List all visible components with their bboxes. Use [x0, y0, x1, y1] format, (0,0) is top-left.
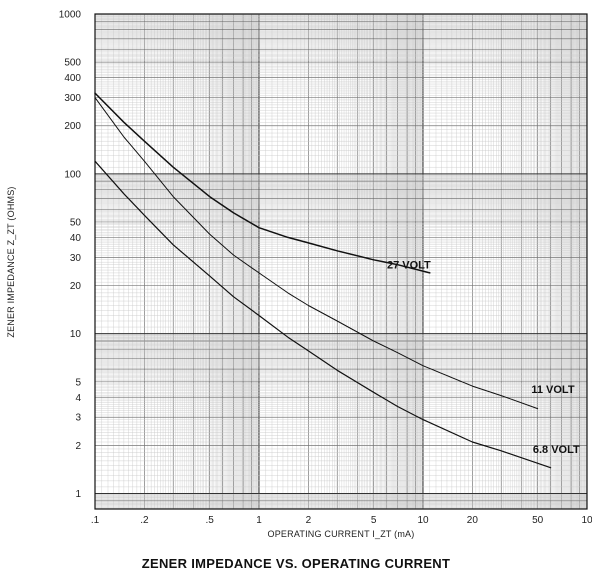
- x-axis-ticks: .1 .2 .5 1 2 5 10 20 50 10: [91, 515, 592, 526]
- series-label: 6.8 VOLT: [533, 444, 580, 456]
- y-tick-label: 1: [75, 489, 81, 500]
- x-tick-label: 10: [417, 515, 429, 526]
- chart-grid: [94, 14, 587, 510]
- x-tick-label: 20: [467, 515, 479, 526]
- x-tick-label: 2: [306, 515, 312, 526]
- series-line: [94, 92, 431, 274]
- series-label: 11 VOLT: [531, 384, 574, 396]
- y-tick-label: 20: [70, 281, 82, 292]
- y-tick-label: 5: [75, 377, 81, 388]
- x-tick-label: 10: [581, 515, 592, 526]
- y-tick-label: 50: [70, 217, 82, 228]
- y-tick-label: 300: [64, 93, 81, 104]
- y-tick-label: 4: [75, 393, 81, 404]
- series-lines: [94, 92, 552, 469]
- y-tick-label: 40: [70, 233, 82, 244]
- y-tick-label: 200: [64, 121, 81, 132]
- x-tick-label: .1: [91, 515, 100, 526]
- y-tick-label: 10: [70, 329, 82, 340]
- x-tick-label: .2: [140, 515, 149, 526]
- x-tick-label: 50: [532, 515, 544, 526]
- y-tick-label: 400: [64, 73, 81, 84]
- series-label: 27 VOLT: [387, 260, 431, 272]
- impedance-chart: 27 VOLT 11 VOLT 6.8 VOLT .1 .2 .5 1 2 5 10 20 50 10…: [6, 10, 592, 540]
- x-tick-label: 5: [371, 515, 377, 526]
- y-axis-title: ZENER IMPEDANCE Z_ZT (OHMS): [6, 186, 16, 337]
- chart-title: ZENER IMPEDANCE VS. OPERATING CURRENT: [141, 556, 451, 571]
- x-tick-label: 1: [256, 515, 262, 526]
- y-axis-ticks: 1 2 3 4 5 10 20 30 40 50 100 200 300 400 500 1000: [59, 10, 82, 501]
- y-tick-label: 30: [70, 253, 82, 264]
- series-labels: 27 VOLT 11 VOLT 6.8 VOLT: [387, 260, 580, 456]
- x-axis-title: OPERATING CURRENT I_ZT (mA): [268, 529, 415, 539]
- plot-frame: [94, 13, 588, 510]
- series-line: [94, 160, 552, 469]
- y-tick-label: 1000: [59, 10, 82, 21]
- x-tick-label: .5: [205, 515, 214, 526]
- series-line: [94, 97, 539, 410]
- y-tick-label: 3: [75, 413, 81, 424]
- y-tick-label: 500: [64, 58, 81, 69]
- y-tick-label: 100: [64, 169, 81, 180]
- y-tick-label: 2: [75, 441, 81, 452]
